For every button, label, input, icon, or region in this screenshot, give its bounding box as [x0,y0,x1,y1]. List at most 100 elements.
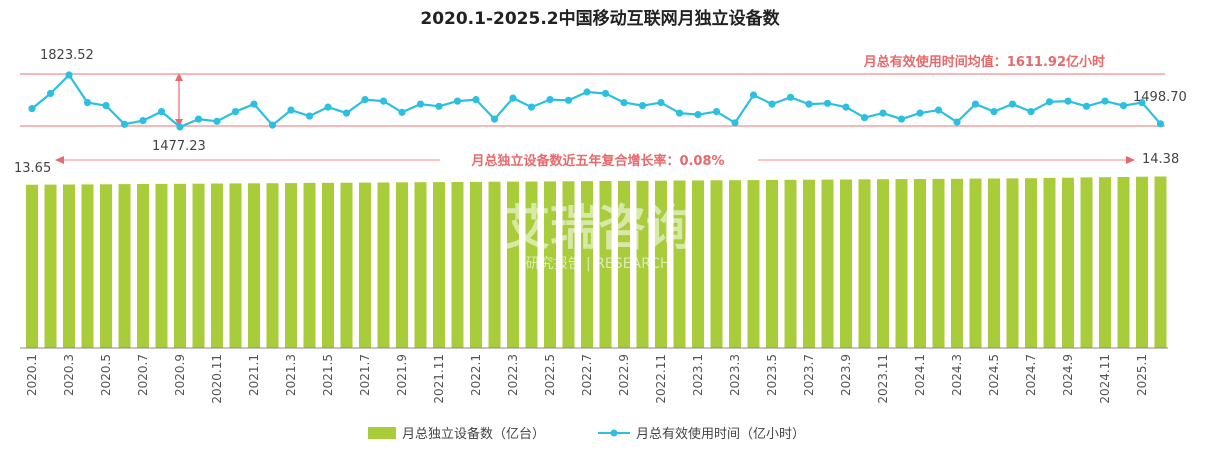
legend-line-label: 月总有效使用时间（亿小时） [636,426,805,442]
x-tick-label: 2023.9 [839,354,853,396]
x-tick-label: 2021.5 [321,354,335,396]
cagr-arrow-head-right [1126,156,1135,164]
x-tick-label: 2022.1 [469,354,483,396]
line-point [564,96,573,104]
bar [840,179,852,348]
bar [821,179,834,348]
line-point [342,109,351,117]
bar [433,182,445,348]
line-label-min: 1477.23 [152,139,206,154]
line-point [65,71,73,79]
bar [877,179,889,348]
bar [451,182,464,348]
line-point [879,109,887,117]
line-point [176,123,184,131]
line-point [361,96,369,104]
x-tick-label: 2024.3 [950,354,964,396]
bar [673,180,686,348]
line-point [897,115,906,123]
x-tick-label: 2022.3 [506,354,520,396]
legend-line-marker [610,429,618,437]
x-tick-label: 2024.5 [987,354,1001,396]
line-point [490,115,499,123]
bar [1043,177,1056,348]
bar [655,180,667,348]
x-tick-label: 2022.11 [654,354,668,404]
line-point [1101,97,1109,105]
bar [137,184,149,348]
line-point [1045,98,1054,106]
bar [636,180,649,348]
bar [1006,178,1019,348]
avg-note-bg [835,51,1109,71]
line-point [28,105,36,113]
x-tick-label: 2023.3 [728,354,742,396]
line-label-last: 1498.70 [1133,90,1187,105]
line-point [934,106,943,114]
range-arrow-head-up [175,73,183,81]
line-point [83,99,92,107]
bar [729,180,741,348]
bar [784,179,797,348]
bar [322,182,334,348]
bar [1117,177,1130,348]
line-point [583,88,591,96]
bar [174,183,186,348]
line-point [102,102,110,110]
bar [470,181,482,348]
bar [766,179,778,348]
line-point [546,96,554,104]
line-point [731,119,739,127]
bar [914,179,926,348]
line-point [453,97,462,105]
x-tick-label: 2022.7 [580,354,594,396]
x-tick-label: 2022.5 [543,354,557,396]
line-point [860,114,869,122]
bar [1025,178,1037,348]
bar [81,184,94,348]
bar [359,182,371,348]
x-tick-label: 2020.7 [136,354,150,396]
watermark-sub: 研究报告 | RESEARCH [526,256,671,272]
line-point [1156,120,1165,128]
line-point [416,100,425,108]
bar [858,179,871,348]
line-point [1027,108,1035,116]
x-tick-label: 2023.7 [802,354,816,396]
x-tick-label: 2020.1 [25,354,39,396]
bar [303,182,316,348]
line-point [305,112,314,120]
x-tick-label: 2024.7 [1024,354,1038,396]
line-point [620,99,628,107]
line-point [1138,99,1146,107]
bar [562,181,575,348]
line-point [472,96,480,104]
line-label-max: 1823.52 [40,48,94,63]
x-tick-label: 2023.1 [691,354,705,396]
x-tick-label: 2021.1 [247,354,261,396]
cagr-arrow-head-left [55,156,64,164]
bar [581,181,593,348]
bar-label-first: 13.65 [14,161,51,176]
line-point [675,109,684,117]
line-point [805,100,813,108]
line-point [139,117,147,125]
watermark: 艾瑞咨询 研究报告 | RESEARCH [502,200,694,272]
line-point [916,109,924,117]
line-point [1082,102,1091,110]
line-layer [28,71,1165,131]
x-tick-label: 2025.1 [1135,354,1149,396]
bar [507,181,519,348]
chart-title: 2020.1-2025.2中国移动互联网月独立设备数 [420,8,780,29]
legend-bar-label: 月总独立设备数（亿台） [402,426,545,442]
x-tick-label: 2022.9 [617,354,631,396]
line-point [1119,102,1128,110]
bar [988,178,1000,348]
x-tick-label: 2021.7 [358,354,372,396]
x-tick-label: 2020.9 [173,354,187,396]
line-point [712,108,721,116]
line-point [749,91,758,99]
x-tick-label: 2023.5 [765,354,779,396]
bar [1154,176,1167,348]
